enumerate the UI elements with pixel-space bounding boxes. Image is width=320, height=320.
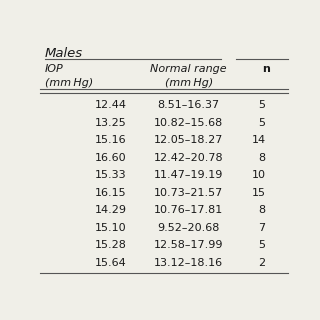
Text: 8.51–16.37: 8.51–16.37 [158, 100, 220, 110]
Text: 16.15: 16.15 [95, 188, 127, 198]
Text: 11.47–19.19: 11.47–19.19 [154, 171, 223, 180]
Text: 15.10: 15.10 [95, 223, 127, 233]
Text: 5: 5 [259, 118, 266, 128]
Text: 9.52–20.68: 9.52–20.68 [158, 223, 220, 233]
Text: (mm Hg): (mm Hg) [165, 78, 213, 88]
Text: 15: 15 [252, 188, 266, 198]
Text: (mm Hg): (mm Hg) [45, 78, 93, 88]
Text: 10.82–15.68: 10.82–15.68 [154, 118, 223, 128]
Text: 12.58–17.99: 12.58–17.99 [154, 240, 224, 251]
Text: 8: 8 [259, 153, 266, 163]
Text: Males: Males [45, 47, 83, 60]
Text: 7: 7 [259, 223, 266, 233]
Text: 15.16: 15.16 [95, 135, 127, 146]
Text: n: n [262, 64, 270, 74]
Text: 10: 10 [252, 171, 266, 180]
Text: 13.12–18.16: 13.12–18.16 [154, 258, 223, 268]
Text: 12.05–18.27: 12.05–18.27 [154, 135, 223, 146]
Text: 14: 14 [252, 135, 266, 146]
Text: 15.64: 15.64 [95, 258, 127, 268]
Text: 5: 5 [259, 100, 266, 110]
Text: 10.73–21.57: 10.73–21.57 [154, 188, 223, 198]
Text: 13.25: 13.25 [95, 118, 127, 128]
Text: IOP: IOP [45, 64, 64, 74]
Text: Normal range: Normal range [150, 64, 227, 74]
Text: 15.33: 15.33 [95, 171, 127, 180]
Text: 14.29: 14.29 [95, 205, 127, 215]
Text: 12.44: 12.44 [95, 100, 127, 110]
Text: 15.28: 15.28 [95, 240, 127, 251]
Text: 2: 2 [259, 258, 266, 268]
Text: 16.60: 16.60 [95, 153, 127, 163]
Text: 5: 5 [259, 240, 266, 251]
Text: 12.42–20.78: 12.42–20.78 [154, 153, 224, 163]
Text: 8: 8 [259, 205, 266, 215]
Text: 10.76–17.81: 10.76–17.81 [154, 205, 223, 215]
